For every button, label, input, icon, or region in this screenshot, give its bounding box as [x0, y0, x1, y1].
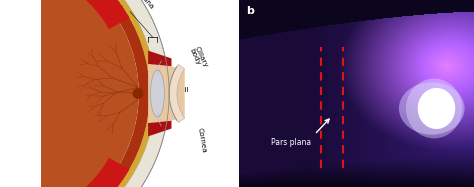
Text: Lens: Lens	[140, 84, 156, 90]
Text: Retina: Retina	[45, 55, 67, 62]
Ellipse shape	[406, 79, 462, 138]
Text: Sclera: Sclera	[52, 2, 75, 8]
Circle shape	[399, 82, 465, 135]
Polygon shape	[52, 158, 129, 187]
Text: Pupil: Pupil	[172, 87, 189, 93]
Wedge shape	[38, 0, 169, 187]
Polygon shape	[42, 0, 129, 29]
Polygon shape	[148, 121, 172, 136]
Ellipse shape	[418, 88, 455, 129]
Text: Ciliary
body: Ciliary body	[189, 45, 209, 70]
Text: Iris: Iris	[175, 73, 183, 83]
Wedge shape	[34, 0, 150, 187]
Text: b: b	[246, 6, 254, 16]
Text: Cornea: Cornea	[196, 127, 207, 153]
Wedge shape	[37, 0, 155, 187]
Text: a: a	[42, 4, 50, 14]
Text: Pars plana: Pars plana	[271, 138, 311, 147]
Polygon shape	[148, 64, 185, 123]
Text: Pars plana: Pars plana	[126, 0, 155, 9]
Circle shape	[133, 88, 144, 99]
Circle shape	[0, 0, 139, 187]
Polygon shape	[148, 51, 172, 66]
Ellipse shape	[150, 70, 164, 117]
Polygon shape	[169, 65, 185, 122]
